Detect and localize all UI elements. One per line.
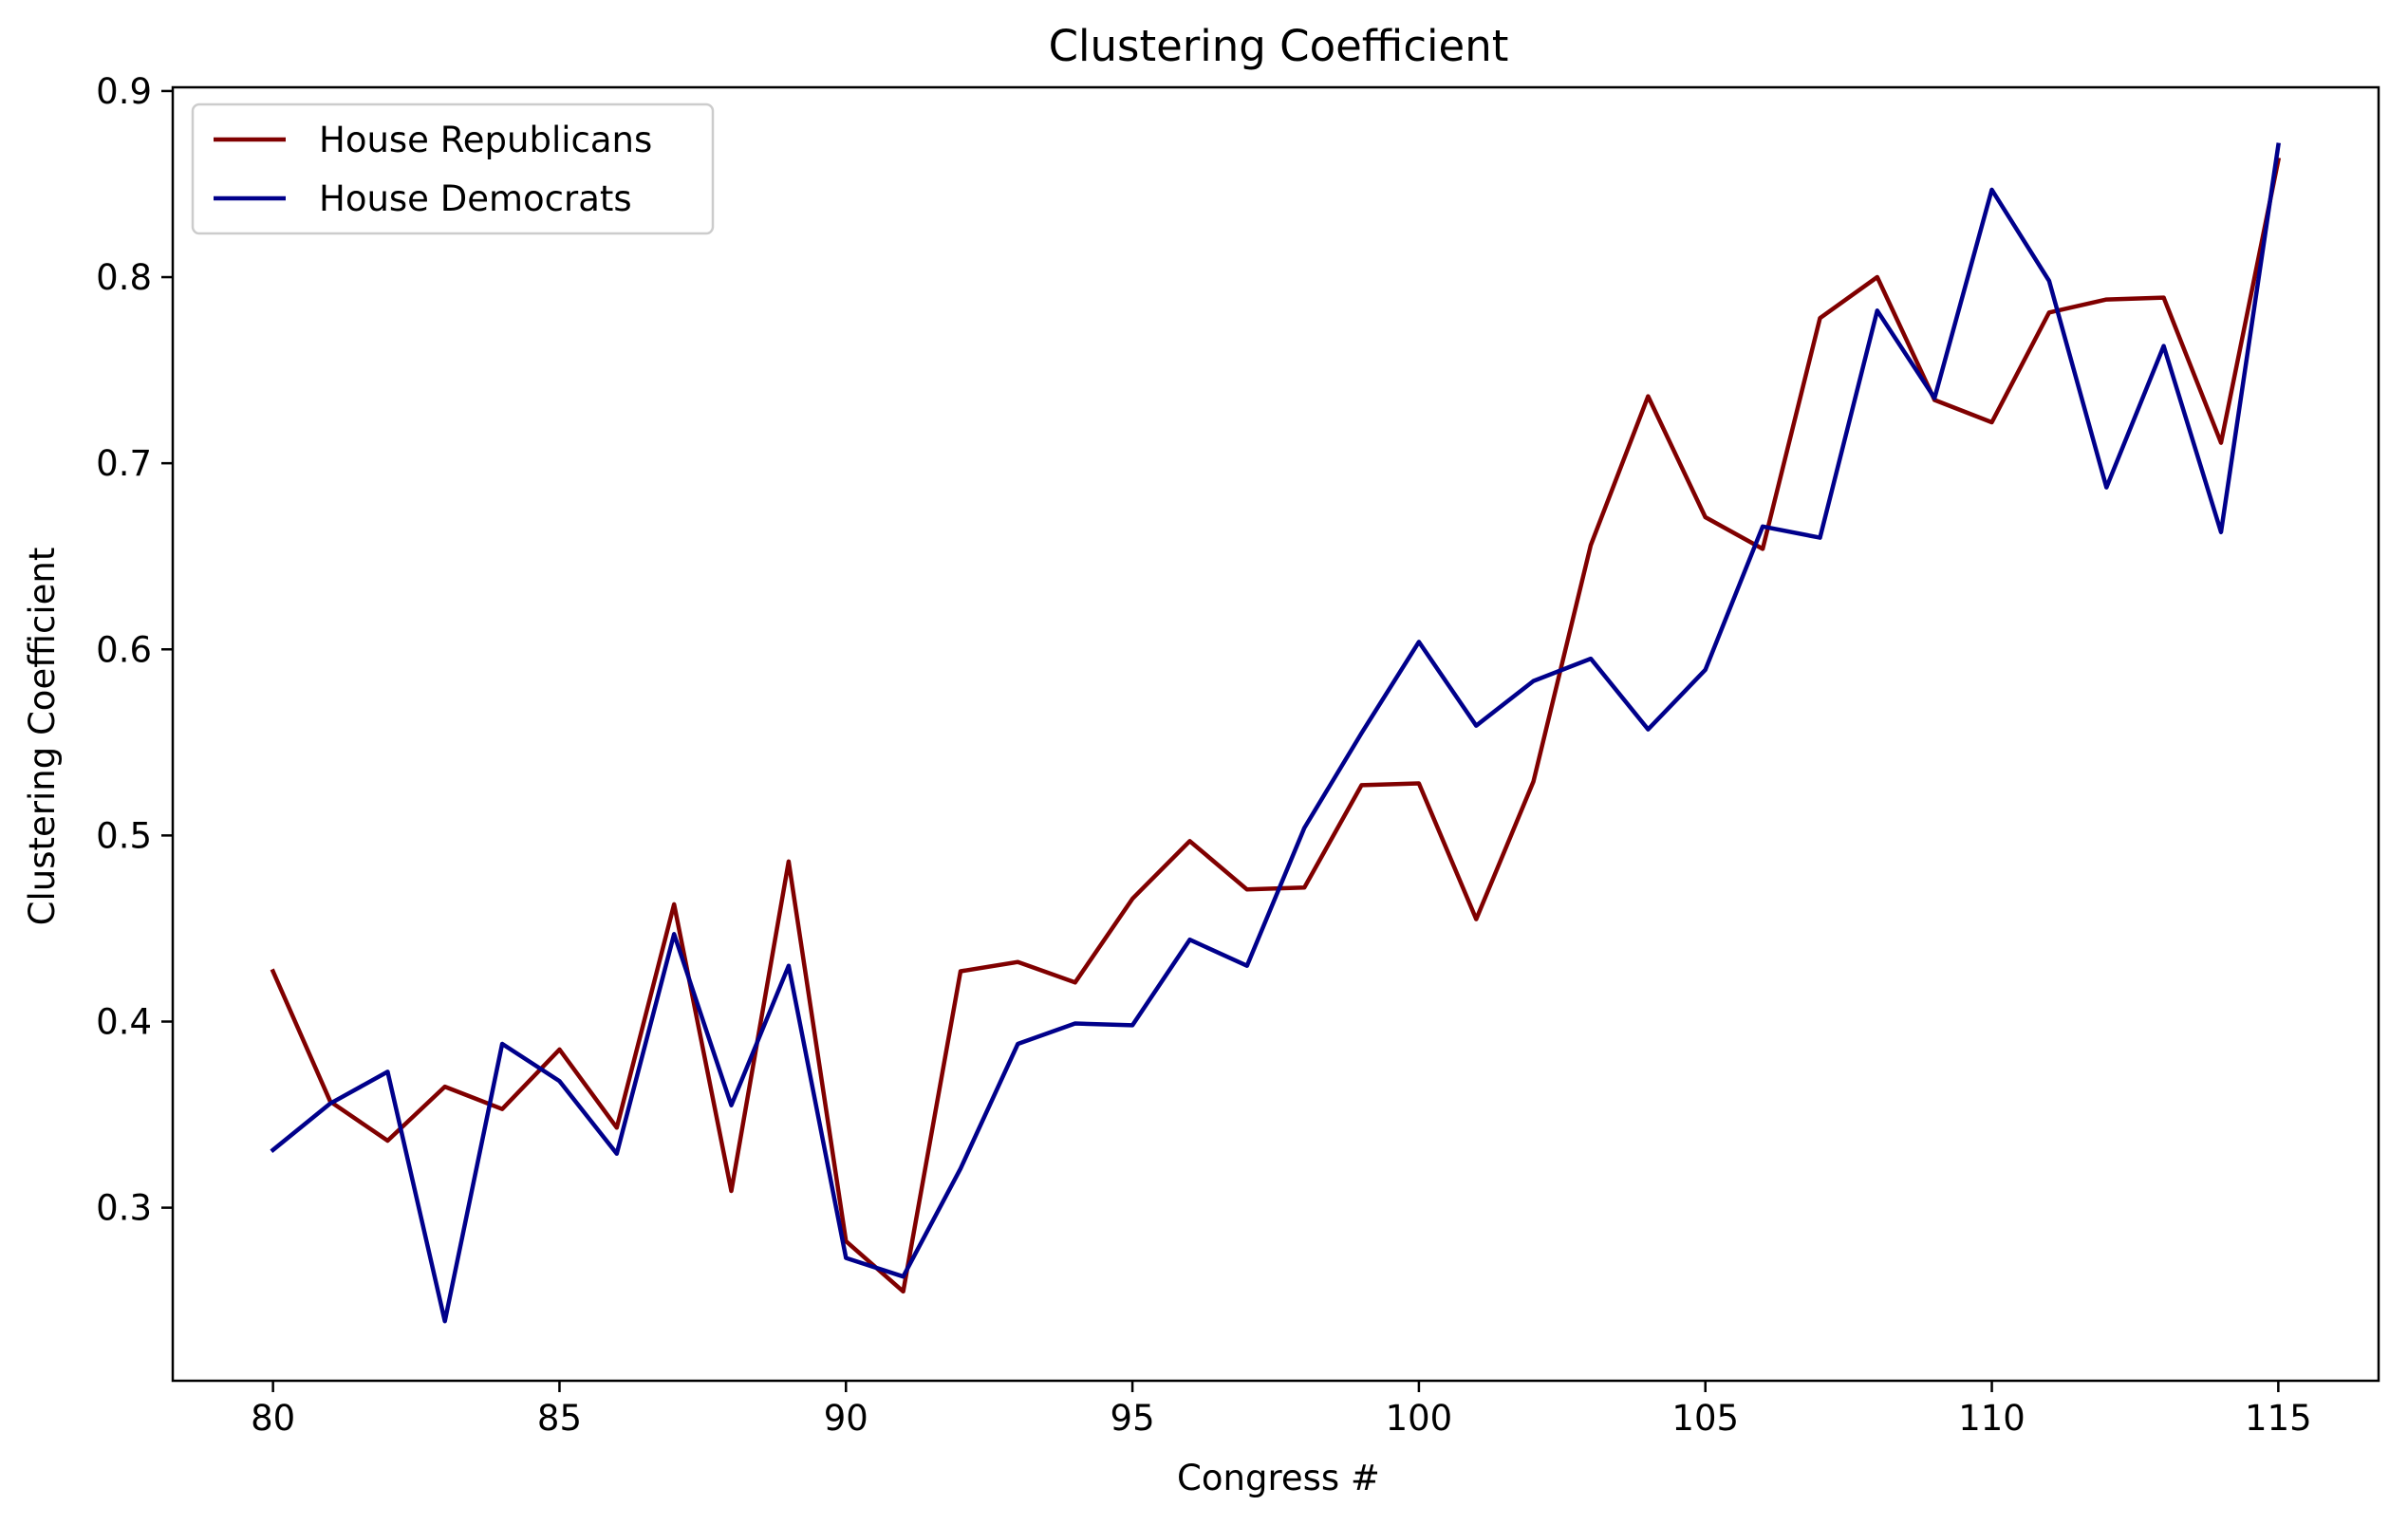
- x-tick-label: 110: [1958, 1398, 2025, 1439]
- x-tick-label: 95: [1111, 1398, 1155, 1439]
- y-axis-label: Clustering Coefficient: [22, 548, 63, 926]
- y-tick-label: 0.8: [96, 257, 152, 298]
- y-tick-label: 0.5: [96, 815, 152, 856]
- x-tick-label: 105: [1671, 1398, 1739, 1439]
- legend-label-house-republicans: House Republicans: [319, 120, 652, 160]
- y-axis-ticks: 0.3 0.4 0.5 0.6 0.7 0.8 0.9: [96, 71, 173, 1229]
- series-line-house-democrats: [270, 142, 2281, 1324]
- series-layer: [270, 142, 2282, 1324]
- y-tick-label: 0.3: [96, 1188, 152, 1229]
- x-tick-label: 90: [824, 1398, 868, 1439]
- series-line-house-republicans: [270, 157, 2282, 1294]
- chart-title: Clustering Coefficient: [1049, 21, 1509, 71]
- x-tick-label: 115: [2245, 1398, 2312, 1439]
- legend-label-house-democrats: House Democrats: [319, 178, 632, 219]
- x-tick-label: 80: [251, 1398, 295, 1439]
- x-axis-ticks: 80 85 90 95 100 105 110 115: [251, 1381, 2312, 1439]
- legend-box: [191, 102, 715, 235]
- y-tick-label: 0.4: [96, 1001, 152, 1042]
- x-tick-label: 85: [537, 1398, 582, 1439]
- legend: House Republicans House Democrats: [191, 102, 715, 235]
- y-tick-label: 0.9: [96, 71, 152, 112]
- y-tick-label: 0.7: [96, 443, 152, 484]
- plot-area-frame: [171, 85, 2380, 1383]
- x-axis-label: Congress #: [1177, 1458, 1380, 1498]
- x-tick-label: 100: [1386, 1398, 1453, 1439]
- y-tick-label: 0.6: [96, 629, 152, 670]
